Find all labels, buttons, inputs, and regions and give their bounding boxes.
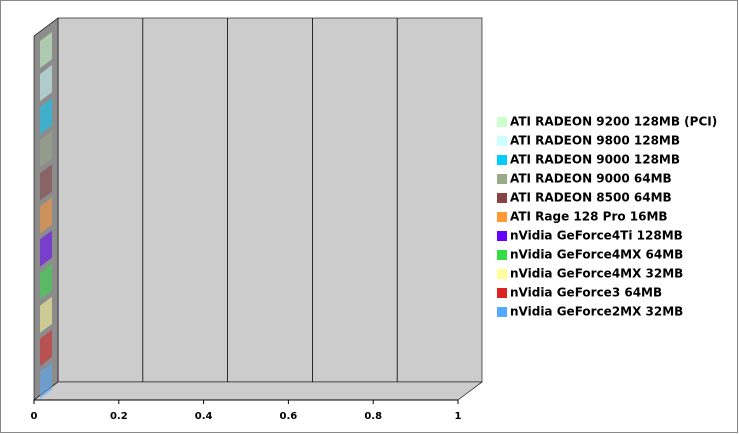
back-wall bbox=[57, 17, 483, 383]
bar-end bbox=[40, 31, 52, 69]
legend-swatch bbox=[497, 269, 507, 279]
legend-swatch bbox=[497, 117, 507, 127]
bar-end bbox=[40, 131, 52, 168]
floor bbox=[33, 381, 483, 401]
legend-label: nVidia GeForce4Ti 128MB bbox=[510, 229, 683, 243]
legend-label: ATI Rage 128 Pro 16MB bbox=[510, 210, 668, 224]
legend-label: ATI RADEON 9000 64MB bbox=[510, 172, 672, 186]
legend-label: ATI RADEON 9800 128MB bbox=[510, 134, 680, 148]
x-tick-label: 0.6 bbox=[280, 411, 298, 422]
legend-swatch bbox=[497, 155, 507, 165]
bar-end bbox=[40, 197, 52, 234]
legend-label: ATI RADEON 9200 128MB (PCI) bbox=[510, 115, 717, 129]
legend-label: nVidia GeForce2MX 32MB bbox=[510, 305, 683, 319]
legend-swatch bbox=[497, 288, 507, 298]
legend-swatch bbox=[497, 231, 507, 241]
bar-end bbox=[40, 164, 52, 201]
x-tick-label: 0.4 bbox=[195, 411, 213, 422]
legend-label: ATI RADEON 8500 64MB bbox=[510, 191, 672, 205]
bar-end bbox=[40, 329, 52, 366]
legend-swatch bbox=[497, 250, 507, 260]
bar-end bbox=[40, 65, 52, 102]
legend-swatch bbox=[497, 136, 507, 146]
legend-label: nVidia GeForce4MX 32MB bbox=[510, 267, 683, 281]
legend-label: ATI RADEON 9000 128MB bbox=[510, 153, 680, 167]
legend-swatch bbox=[497, 212, 507, 222]
bar-end bbox=[40, 263, 52, 300]
bar-end bbox=[40, 98, 52, 135]
legend-swatch bbox=[497, 307, 507, 317]
legend-label: nVidia GeForce4MX 64MB bbox=[510, 248, 683, 262]
x-tick-label: 0.8 bbox=[364, 411, 382, 422]
legend-label: nVidia GeForce3 64MB bbox=[510, 286, 662, 300]
bar-end bbox=[40, 296, 52, 333]
x-tick-label: 0 bbox=[31, 411, 38, 422]
bar-end bbox=[40, 230, 52, 267]
bar-end bbox=[40, 362, 52, 400]
x-tick-label: 1 bbox=[455, 411, 462, 422]
x-tick-label: 0.2 bbox=[110, 411, 128, 422]
legend-swatch bbox=[497, 174, 507, 184]
legend-swatch bbox=[497, 193, 507, 203]
